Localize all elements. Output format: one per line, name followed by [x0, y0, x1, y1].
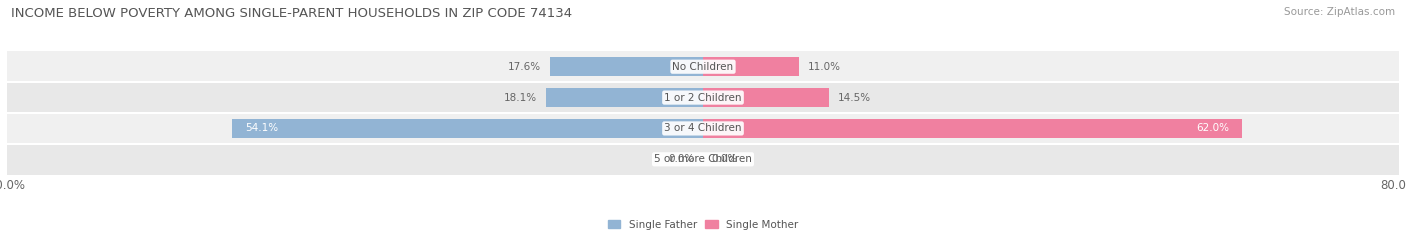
Text: No Children: No Children — [672, 62, 734, 72]
Legend: Single Father, Single Mother: Single Father, Single Mother — [603, 216, 803, 233]
Text: 3 or 4 Children: 3 or 4 Children — [664, 123, 742, 134]
Bar — [7, 82, 1399, 113]
Text: 5 or more Children: 5 or more Children — [654, 154, 752, 164]
Bar — [232, 119, 703, 138]
Bar — [703, 119, 1243, 138]
Bar — [546, 88, 703, 107]
Bar — [550, 57, 703, 76]
Text: 0.0%: 0.0% — [711, 154, 738, 164]
Text: 14.5%: 14.5% — [838, 93, 870, 103]
Text: 62.0%: 62.0% — [1197, 123, 1229, 134]
Text: 54.1%: 54.1% — [246, 123, 278, 134]
Bar — [7, 144, 1399, 175]
Text: 0.0%: 0.0% — [668, 154, 695, 164]
Bar — [7, 51, 1399, 82]
Bar — [7, 113, 1399, 144]
Text: Source: ZipAtlas.com: Source: ZipAtlas.com — [1284, 7, 1395, 17]
Text: 11.0%: 11.0% — [807, 62, 841, 72]
Text: INCOME BELOW POVERTY AMONG SINGLE-PARENT HOUSEHOLDS IN ZIP CODE 74134: INCOME BELOW POVERTY AMONG SINGLE-PARENT… — [11, 7, 572, 20]
Text: 17.6%: 17.6% — [508, 62, 541, 72]
Text: 18.1%: 18.1% — [503, 93, 537, 103]
Text: 1 or 2 Children: 1 or 2 Children — [664, 93, 742, 103]
Bar — [703, 57, 799, 76]
Bar — [703, 88, 830, 107]
